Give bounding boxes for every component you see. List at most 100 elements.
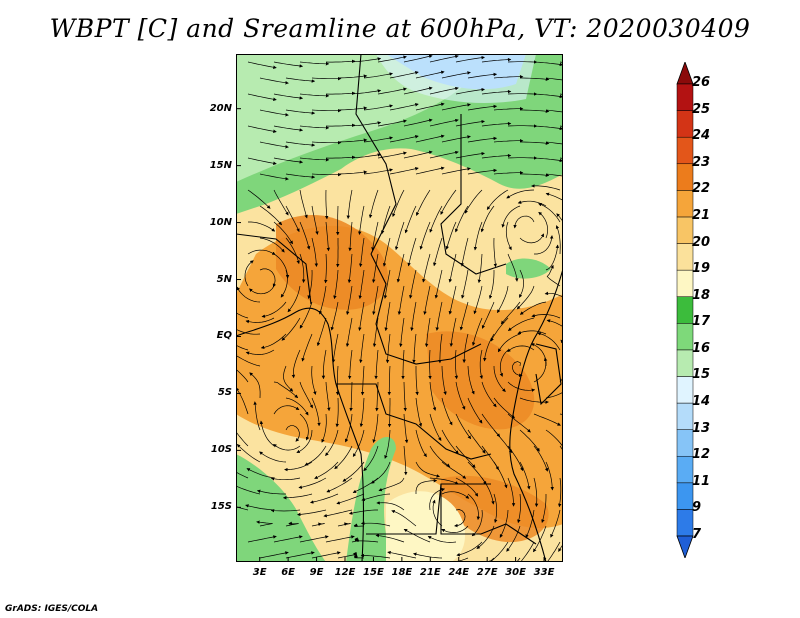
streamline xyxy=(519,461,531,490)
streamline xyxy=(297,509,327,517)
streamline xyxy=(372,285,379,315)
streamline xyxy=(284,461,313,472)
streamline xyxy=(236,431,249,447)
streamline xyxy=(351,57,382,63)
streamline xyxy=(259,205,283,226)
streamline xyxy=(259,420,275,447)
lat-label-10s: 10S xyxy=(210,444,232,456)
streamline xyxy=(376,501,405,511)
streamline xyxy=(359,333,365,364)
streamline xyxy=(558,477,562,508)
colorbar-band xyxy=(676,190,694,218)
streamline xyxy=(546,541,561,562)
streamline xyxy=(546,264,561,287)
streamline xyxy=(259,237,285,253)
streamline xyxy=(351,153,382,159)
streamline xyxy=(352,429,365,457)
streamline xyxy=(273,221,293,245)
streamline xyxy=(467,397,483,424)
streamline xyxy=(407,237,417,267)
streamline xyxy=(296,429,313,453)
streamline xyxy=(481,301,495,329)
streamline xyxy=(311,522,325,527)
streamline xyxy=(346,285,353,315)
streamline xyxy=(507,445,524,472)
streamline xyxy=(520,173,550,177)
colorbar xyxy=(670,60,700,560)
streamline xyxy=(387,365,392,396)
lon-label-21e: 21E xyxy=(419,567,441,578)
streamline xyxy=(493,74,524,79)
streamline xyxy=(410,301,417,332)
streamline xyxy=(377,87,407,95)
streamline xyxy=(507,381,536,392)
streamline xyxy=(476,525,495,549)
streamline xyxy=(396,253,405,283)
streamline xyxy=(441,429,459,455)
streamline xyxy=(403,54,433,63)
streamline xyxy=(280,269,288,298)
streamline xyxy=(409,269,417,299)
colorbar-label-22: 22 xyxy=(692,181,711,197)
streamline xyxy=(545,77,563,81)
streamline xyxy=(331,333,339,363)
streamline xyxy=(435,301,443,331)
green-east-patch xyxy=(506,258,551,279)
streamline xyxy=(533,61,563,67)
streamline xyxy=(493,237,498,268)
streamline xyxy=(429,118,459,127)
colorbar-max-triangle xyxy=(676,60,694,85)
streamline xyxy=(345,317,353,347)
streamline xyxy=(454,349,459,380)
streamline xyxy=(259,109,289,117)
streamline xyxy=(493,106,524,111)
streamline xyxy=(545,109,563,113)
colorbar-label-17: 17 xyxy=(692,314,711,330)
streamline xyxy=(247,93,277,101)
colorbar-label-7: 7 xyxy=(692,527,702,542)
streamline xyxy=(326,477,353,493)
streamline xyxy=(519,269,524,298)
streamline xyxy=(497,285,509,314)
streamline xyxy=(517,493,521,524)
streamline xyxy=(372,317,379,348)
streamline xyxy=(507,253,519,282)
streamline xyxy=(537,332,561,351)
streamline xyxy=(434,269,443,299)
streamline xyxy=(372,413,379,443)
streamline xyxy=(533,413,561,426)
streamline xyxy=(497,333,521,353)
streamline xyxy=(378,477,405,492)
deep-orange-patch-south xyxy=(441,475,549,543)
streamline xyxy=(301,333,313,362)
streamline xyxy=(358,269,365,300)
streamline xyxy=(403,445,408,476)
streamline xyxy=(246,468,275,479)
streamline xyxy=(361,493,391,502)
footer-credit: GrADS: IGES/COLA xyxy=(5,604,99,614)
streamline xyxy=(415,102,445,111)
streamline xyxy=(471,317,483,346)
colorbar-label-16: 16 xyxy=(692,340,711,356)
streamline xyxy=(533,445,549,472)
green-southwest-region xyxy=(236,454,326,562)
streamline xyxy=(256,520,273,527)
streamline xyxy=(311,365,317,395)
streamline xyxy=(415,397,423,427)
streamline xyxy=(389,103,419,111)
streamline xyxy=(318,285,327,315)
colorbar-band xyxy=(676,110,694,138)
colorbar-band xyxy=(676,136,694,165)
streamline xyxy=(448,253,457,283)
chart-title: WBPT [C] and Sreamline at 600hPa, VT: 20… xyxy=(49,14,751,43)
lon-label-6e: 6E xyxy=(281,567,296,578)
streamline xyxy=(324,253,328,284)
streamline xyxy=(428,349,432,380)
streamline xyxy=(363,445,379,472)
streamline xyxy=(259,451,287,463)
streamline xyxy=(270,508,301,513)
deep-orange-patch xyxy=(276,215,388,310)
colorbar-band xyxy=(676,455,694,484)
streamline xyxy=(467,168,498,175)
streamline xyxy=(299,189,308,219)
